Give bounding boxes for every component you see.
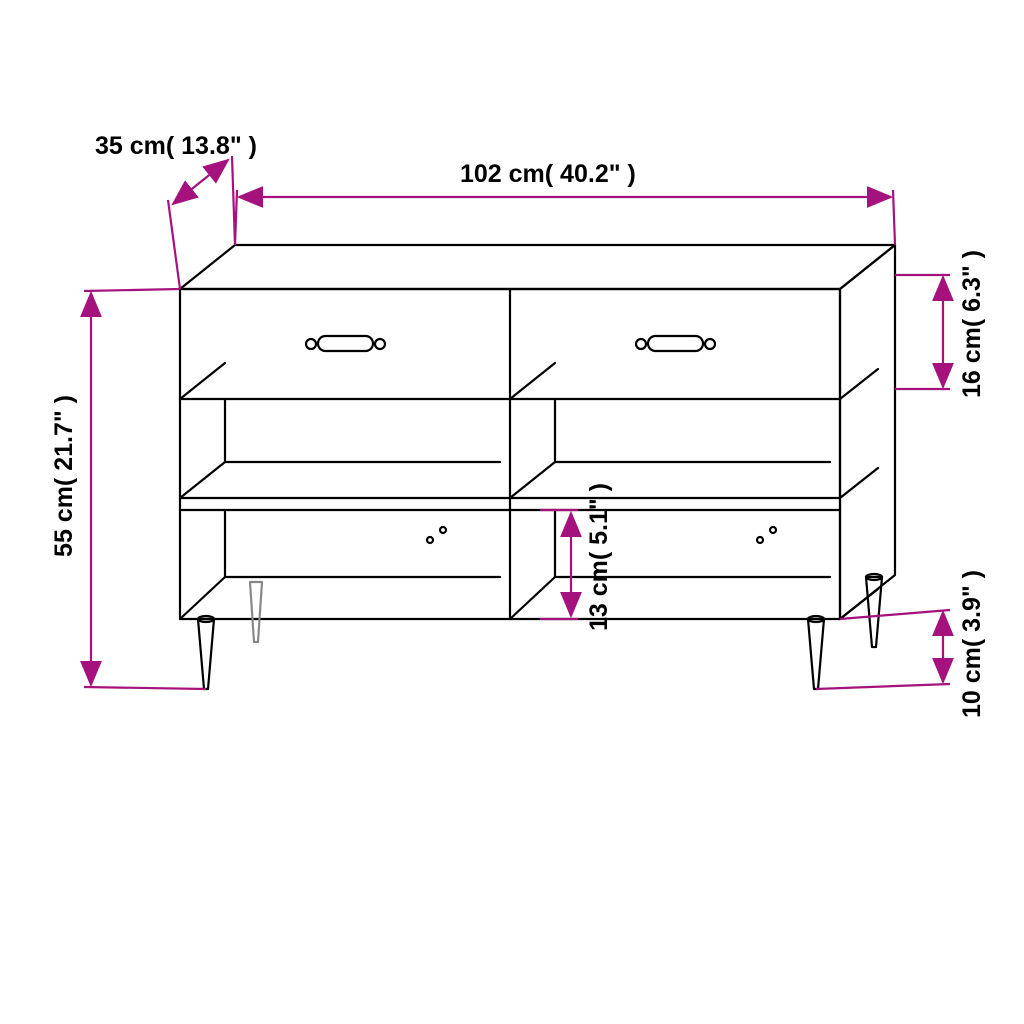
dim-height-total: 55 cm( 21.7" ): [50, 395, 79, 557]
dim-width: 102 cm( 40.2" ): [460, 160, 636, 189]
diagram-stage: 35 cm( 13.8" ) 102 cm( 40.2" ) 55 cm( 21…: [0, 0, 1024, 1024]
dim-depth: 35 cm( 13.8" ): [95, 132, 257, 161]
dim-leg-h: 10 cm( 3.9" ): [958, 570, 987, 718]
dim-drawer-h: 16 cm( 6.3" ): [958, 250, 987, 398]
dim-shelf-h: 13 cm( 5.1" ): [585, 483, 614, 631]
